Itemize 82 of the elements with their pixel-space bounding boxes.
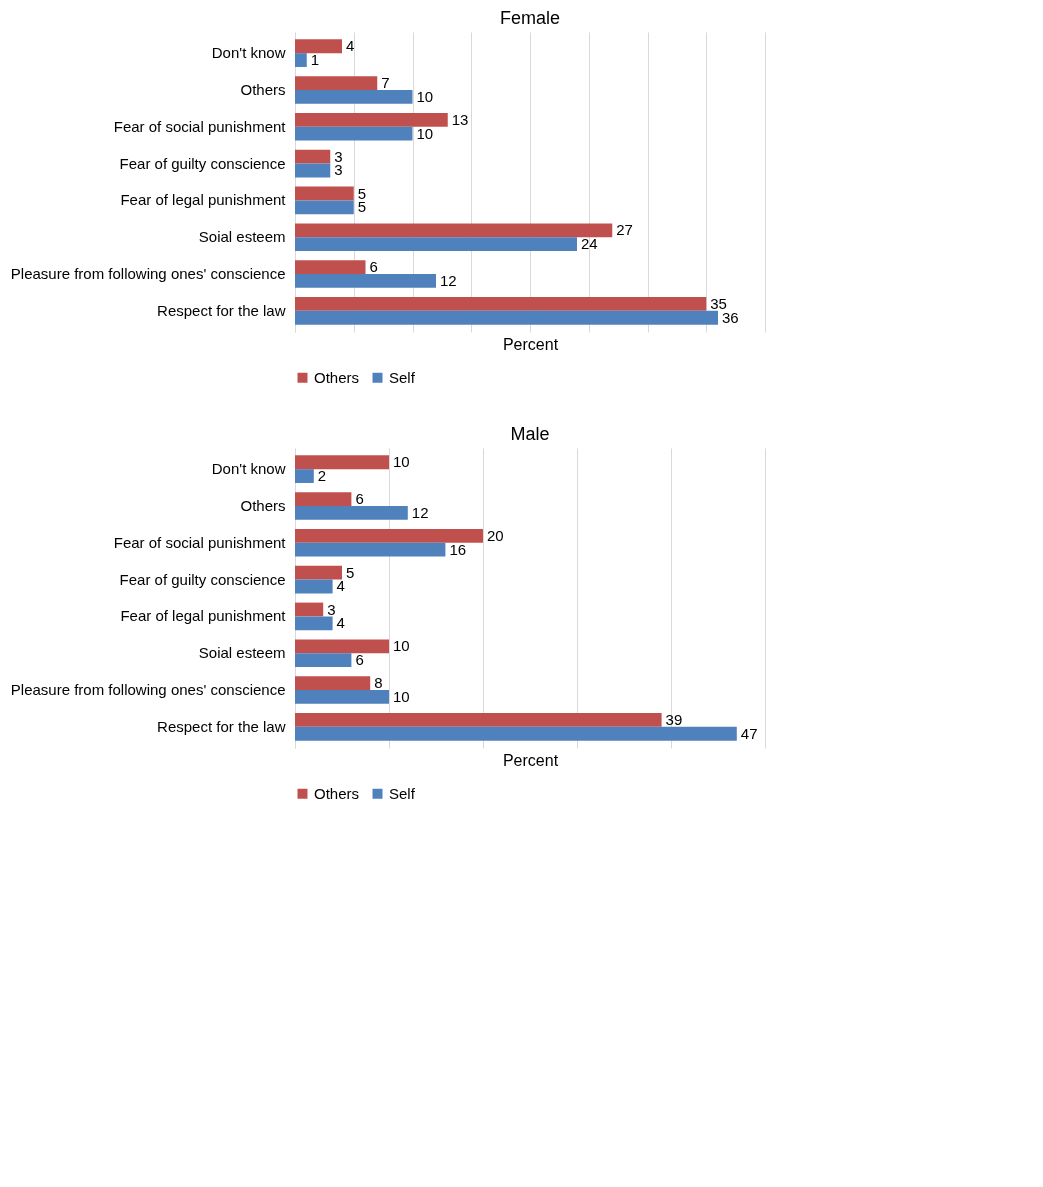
bar xyxy=(295,542,446,557)
bar xyxy=(295,455,389,470)
data-label: 3 xyxy=(327,600,336,618)
y-tick-label: Soial esteem xyxy=(198,644,286,662)
data-label: 6 xyxy=(369,258,378,276)
x-axis-title: Percent xyxy=(502,335,559,353)
legend-label: Self xyxy=(389,784,416,802)
bar xyxy=(295,126,413,141)
y-tick-label: Fear of social punishment xyxy=(113,533,287,551)
data-label: 7 xyxy=(381,74,390,92)
bar xyxy=(295,163,331,178)
bar xyxy=(295,505,408,520)
data-label: 27 xyxy=(616,221,633,239)
legend-label: Self xyxy=(389,368,416,386)
data-label: 10 xyxy=(393,453,410,471)
data-label: 1 xyxy=(310,51,320,69)
data-label: 6 xyxy=(355,490,364,508)
data-label: 24 xyxy=(581,235,598,253)
bar xyxy=(295,310,718,325)
legend-label: Others xyxy=(314,784,360,802)
data-label: 39 xyxy=(665,710,683,728)
bar xyxy=(295,469,314,483)
bar xyxy=(295,639,389,654)
bar xyxy=(295,53,307,67)
bar xyxy=(295,112,448,127)
data-label: 8 xyxy=(374,674,383,692)
y-tick-label: Fear of legal punishment xyxy=(120,191,287,209)
bar xyxy=(295,149,331,164)
bar xyxy=(295,89,413,104)
data-label: 5 xyxy=(346,563,355,581)
data-label: 16 xyxy=(449,540,467,558)
data-label: 10 xyxy=(416,124,434,142)
y-tick-label: Fear of legal punishment xyxy=(120,607,287,625)
data-label: 10 xyxy=(416,87,434,105)
bar xyxy=(295,602,324,617)
y-tick-label: Fear of guilty conscience xyxy=(119,154,286,172)
y-tick-label: Others xyxy=(240,80,286,98)
data-label: 47 xyxy=(740,724,758,742)
bar xyxy=(295,186,354,201)
bar xyxy=(295,492,352,506)
chart-title: Female xyxy=(499,8,561,28)
data-label: 10 xyxy=(393,687,410,705)
bar xyxy=(295,726,737,741)
x-axis-title: Percent xyxy=(502,751,559,769)
bar xyxy=(295,223,613,238)
chart-title: Male xyxy=(510,424,550,444)
y-tick-label: Don't know xyxy=(211,44,286,62)
y-tick-label: Fear of social punishment xyxy=(113,117,287,135)
data-label: 13 xyxy=(451,110,469,128)
bar xyxy=(295,260,366,275)
bar xyxy=(295,39,342,54)
data-label: 4 xyxy=(346,37,355,55)
y-tick-label: Others xyxy=(240,496,286,514)
data-label: 20 xyxy=(487,526,504,544)
data-label: 10 xyxy=(393,637,410,655)
y-tick-label: Pleasure from following ones' conscience xyxy=(10,265,286,283)
y-tick-label: Fear of guilty conscience xyxy=(119,570,286,588)
data-label: 4 xyxy=(336,577,345,595)
data-label: 4 xyxy=(336,614,345,632)
data-label: 12 xyxy=(411,503,429,521)
data-label: 6 xyxy=(355,651,364,669)
bar xyxy=(295,200,354,215)
bar xyxy=(295,713,662,727)
y-tick-label: Soial esteem xyxy=(198,228,286,246)
bar xyxy=(295,297,707,311)
legend-label: Others xyxy=(314,368,360,386)
bar xyxy=(295,676,371,691)
bar xyxy=(295,579,333,594)
y-tick-label: Pleasure from following ones' conscience xyxy=(10,681,286,699)
data-label: 12 xyxy=(440,271,457,289)
bar xyxy=(295,690,389,704)
bar xyxy=(295,237,577,252)
bar xyxy=(295,528,483,543)
bar xyxy=(295,565,342,580)
y-tick-label: Respect for the law xyxy=(157,717,286,735)
y-tick-label: Don't know xyxy=(211,460,286,478)
bar xyxy=(295,653,352,668)
data-label: 2 xyxy=(317,467,327,485)
bar xyxy=(295,274,436,288)
bar xyxy=(295,616,333,631)
y-tick-label: Respect for the law xyxy=(157,301,286,319)
bar xyxy=(295,76,378,90)
